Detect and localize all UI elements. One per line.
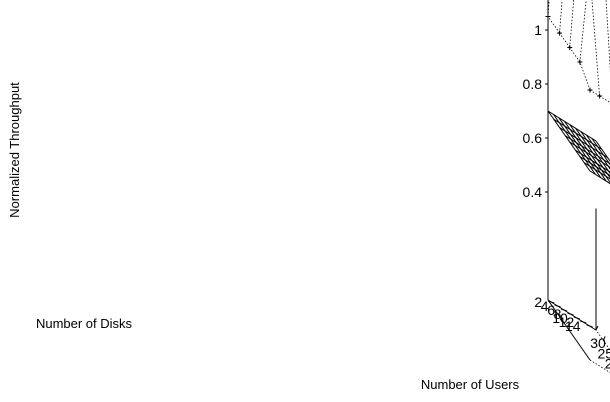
floor-grid-line <box>579 156 610 176</box>
surface-points <box>545 14 610 105</box>
disks-tick-mark <box>573 316 580 320</box>
floor-grid-line <box>585 134 610 170</box>
users-tick-mark <box>595 325 599 331</box>
users-tick-mark <box>602 336 606 341</box>
surface-line <box>591 0 600 97</box>
surface-line <box>559 0 563 34</box>
floor-grid-line <box>575 127 610 179</box>
disks-tick-mark <box>548 300 555 304</box>
z-tick-label: 1 <box>534 22 542 38</box>
x-axis-label: Number of Users <box>421 377 520 392</box>
disks-tick-mark <box>560 308 568 312</box>
users-tick-label: 30 <box>590 335 606 351</box>
y-axis-label: Number of Disks <box>36 316 133 331</box>
floor-grid-line <box>547 110 591 172</box>
floor-grid-line <box>547 110 597 142</box>
base-edge-front <box>547 299 591 361</box>
floor-grid-line <box>553 114 596 175</box>
surface-line <box>569 0 575 48</box>
z-tick-label: 0.4 <box>523 184 543 200</box>
disks-tick-mark <box>554 304 561 308</box>
surface-line <box>559 32 571 48</box>
users-tick-labels: 51015202530 <box>590 325 610 372</box>
disks-tick-label: 6 <box>547 302 555 318</box>
disks-tick-mark <box>567 312 574 316</box>
floor-grid-line <box>559 127 608 158</box>
disks-tick-label: 8 <box>554 306 562 322</box>
surface-line <box>589 89 600 97</box>
disks-tick-label: 2 <box>534 294 542 310</box>
users-tick-label: 20 <box>605 356 610 372</box>
floor-grid-line <box>580 131 610 174</box>
z-tick-label: 0.8 <box>523 76 543 92</box>
floor-grid-line <box>591 138 610 166</box>
disks-tick-label: 12 <box>559 314 575 330</box>
users-tick-label: 25 <box>597 345 610 361</box>
surface-line <box>579 61 591 91</box>
disks-tick-mark <box>586 324 593 328</box>
disks-tick-label: 14 <box>565 318 581 334</box>
floor-grid-line <box>565 135 610 165</box>
surface-line <box>605 0 610 72</box>
surface-line <box>569 47 581 63</box>
disks-tick-mark <box>580 320 587 324</box>
floor-grid-line <box>569 124 610 183</box>
floor-grid-line <box>583 162 610 180</box>
floor-grid-line <box>563 120 607 182</box>
surface-mesh <box>547 0 610 103</box>
z-axis-label: Normalized Throughput <box>7 82 22 218</box>
surface-line <box>599 95 610 103</box>
floor-grid-line <box>558 117 602 179</box>
floor-grid-line <box>589 170 610 185</box>
floor-grid-line <box>575 149 610 173</box>
z-tick-label: 0.6 <box>523 130 543 146</box>
surface-line <box>547 0 550 17</box>
floor-grid <box>547 110 610 185</box>
disks-tick-label: 10 <box>552 310 568 326</box>
surface-line <box>547 16 560 34</box>
floor-grid-line <box>595 140 610 162</box>
disks-tick-label: 4 <box>541 298 549 314</box>
floor-grid-line <box>553 118 603 150</box>
z-tick-labels: 0.40.60.811.21.41.61.8 <box>523 22 548 200</box>
surface-line <box>579 0 587 63</box>
